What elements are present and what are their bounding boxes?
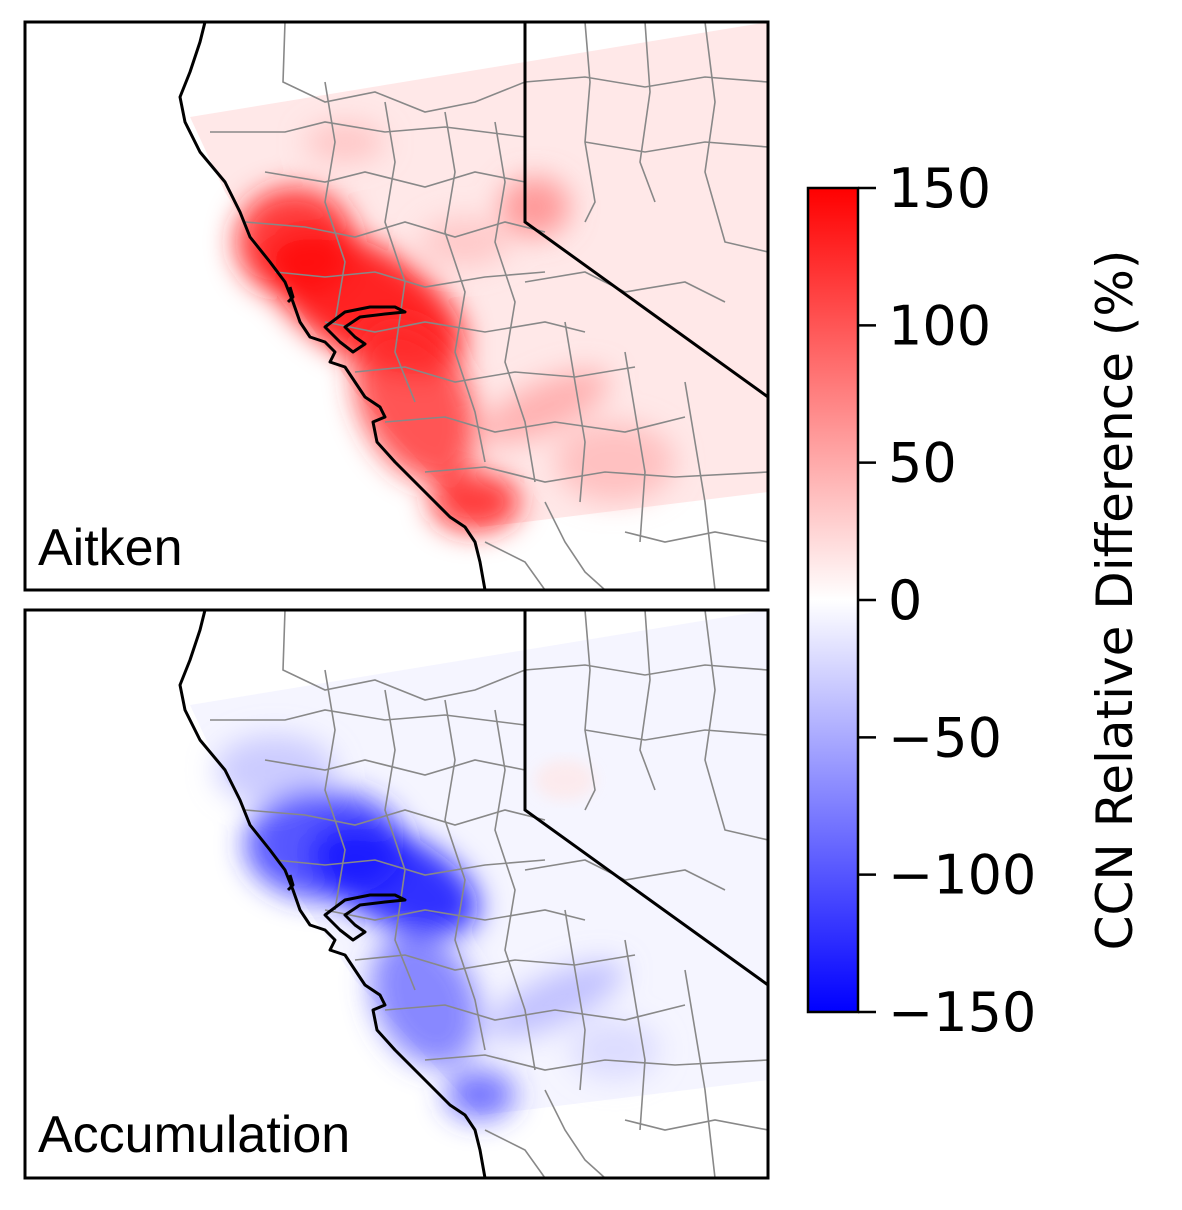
colorbar-tick-label: 150 [888, 157, 991, 220]
colorbar-tick-label: 100 [888, 294, 991, 357]
colorbar: 150 100 50 0 −50 −100 −150 CCN Relative Differ… [806, 157, 1144, 1044]
colorbar-tick-label: 50 [888, 432, 957, 495]
panel-label-accumulation: Accumulation [38, 1106, 350, 1164]
colorbar-tick-label: −100 [888, 844, 1036, 907]
colorbar-tick-label: 0 [888, 569, 922, 632]
colorbar-ticks: 150 100 50 0 −50 −100 −150 [858, 157, 1036, 1044]
map-panel-accumulation: Accumulation [23, 608, 770, 1180]
map-panel-aitken: Aitken [23, 20, 770, 592]
colorbar-gradient [806, 186, 860, 1014]
colorbar-tick-label: −50 [888, 706, 1002, 769]
panel-label-aitken: Aitken [38, 519, 183, 577]
colorbar-tick-label: −150 [888, 981, 1036, 1044]
colorbar-title: CCN Relative Difference (%) [1086, 250, 1144, 951]
